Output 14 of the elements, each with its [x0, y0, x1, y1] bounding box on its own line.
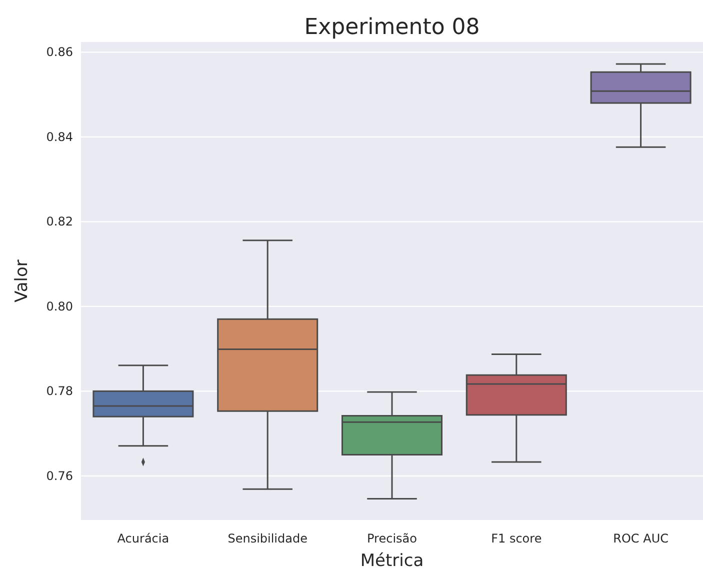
x-tick-label: Sensibilidade — [228, 532, 308, 546]
y-tick-label: 0.82 — [46, 214, 73, 229]
x-tick-label: F1 score — [491, 532, 542, 546]
y-tick-label: 0.78 — [46, 384, 73, 398]
x-tick-label: Precisão — [367, 532, 417, 546]
x-tick-label: ROC AUC — [613, 532, 668, 546]
y-tick-label: 0.84 — [46, 130, 73, 144]
chart-title: Experimento 08 — [304, 15, 480, 40]
x-axis-title: Métrica — [360, 551, 424, 570]
y-axis-title: Valor — [12, 260, 32, 302]
y-tick-label: 0.80 — [46, 299, 73, 314]
y-tick-label: 0.76 — [46, 468, 73, 483]
y-tick-label: 0.86 — [46, 45, 73, 60]
x-tick-label: Acurácia — [117, 532, 170, 546]
